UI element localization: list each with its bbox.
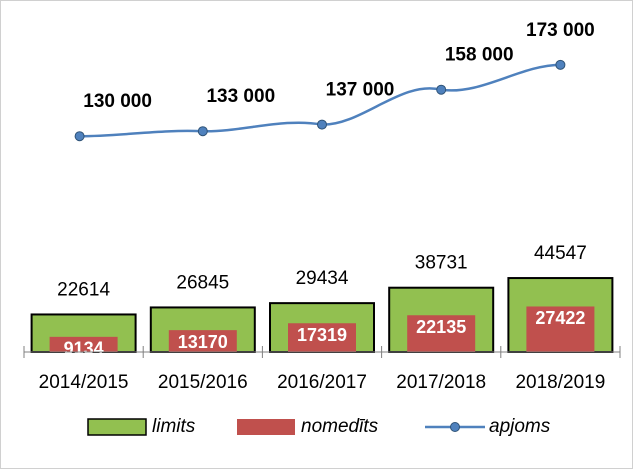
marker <box>317 119 327 130</box>
legend-swatch <box>237 419 295 435</box>
data-label: 22135 <box>416 317 466 337</box>
marker <box>436 84 447 95</box>
data-label: 137 000 <box>326 80 395 101</box>
data-label: 27422 <box>535 308 585 328</box>
bar <box>288 323 356 352</box>
bar <box>526 306 595 352</box>
data-label: 22614 <box>57 279 110 300</box>
legend-label: limits <box>152 416 196 437</box>
marker <box>197 126 208 137</box>
x-tick-label: 2018/2019 <box>515 372 605 393</box>
data-label: 130 000 <box>83 91 152 112</box>
bar <box>407 315 476 352</box>
data-label: 29434 <box>296 268 349 289</box>
x-tick-label: 2017/2018 <box>396 372 486 393</box>
data-label: 133 000 <box>206 86 275 107</box>
x-tick-label: 2015/2016 <box>158 372 248 393</box>
data-label: 44547 <box>534 243 587 264</box>
marker <box>74 131 85 142</box>
data-label: 9134 <box>64 339 104 359</box>
bar <box>168 330 237 352</box>
data-label: 17319 <box>297 325 347 345</box>
data-label: 173 000 <box>526 20 595 41</box>
legend-label: nomedīts <box>301 416 379 437</box>
legend-label: apjoms <box>489 416 551 437</box>
x-tick-label: 2014/2015 <box>39 372 129 393</box>
legend-swatch <box>87 418 147 436</box>
legend-swatch <box>450 422 460 432</box>
data-label: 26845 <box>176 272 229 293</box>
data-label: 38731 <box>415 253 468 274</box>
x-tick-label: 2016/2017 <box>277 372 367 393</box>
marker <box>555 59 566 70</box>
data-label: 13170 <box>178 332 228 352</box>
bar <box>49 336 118 352</box>
data-label: 158 000 <box>445 45 514 66</box>
